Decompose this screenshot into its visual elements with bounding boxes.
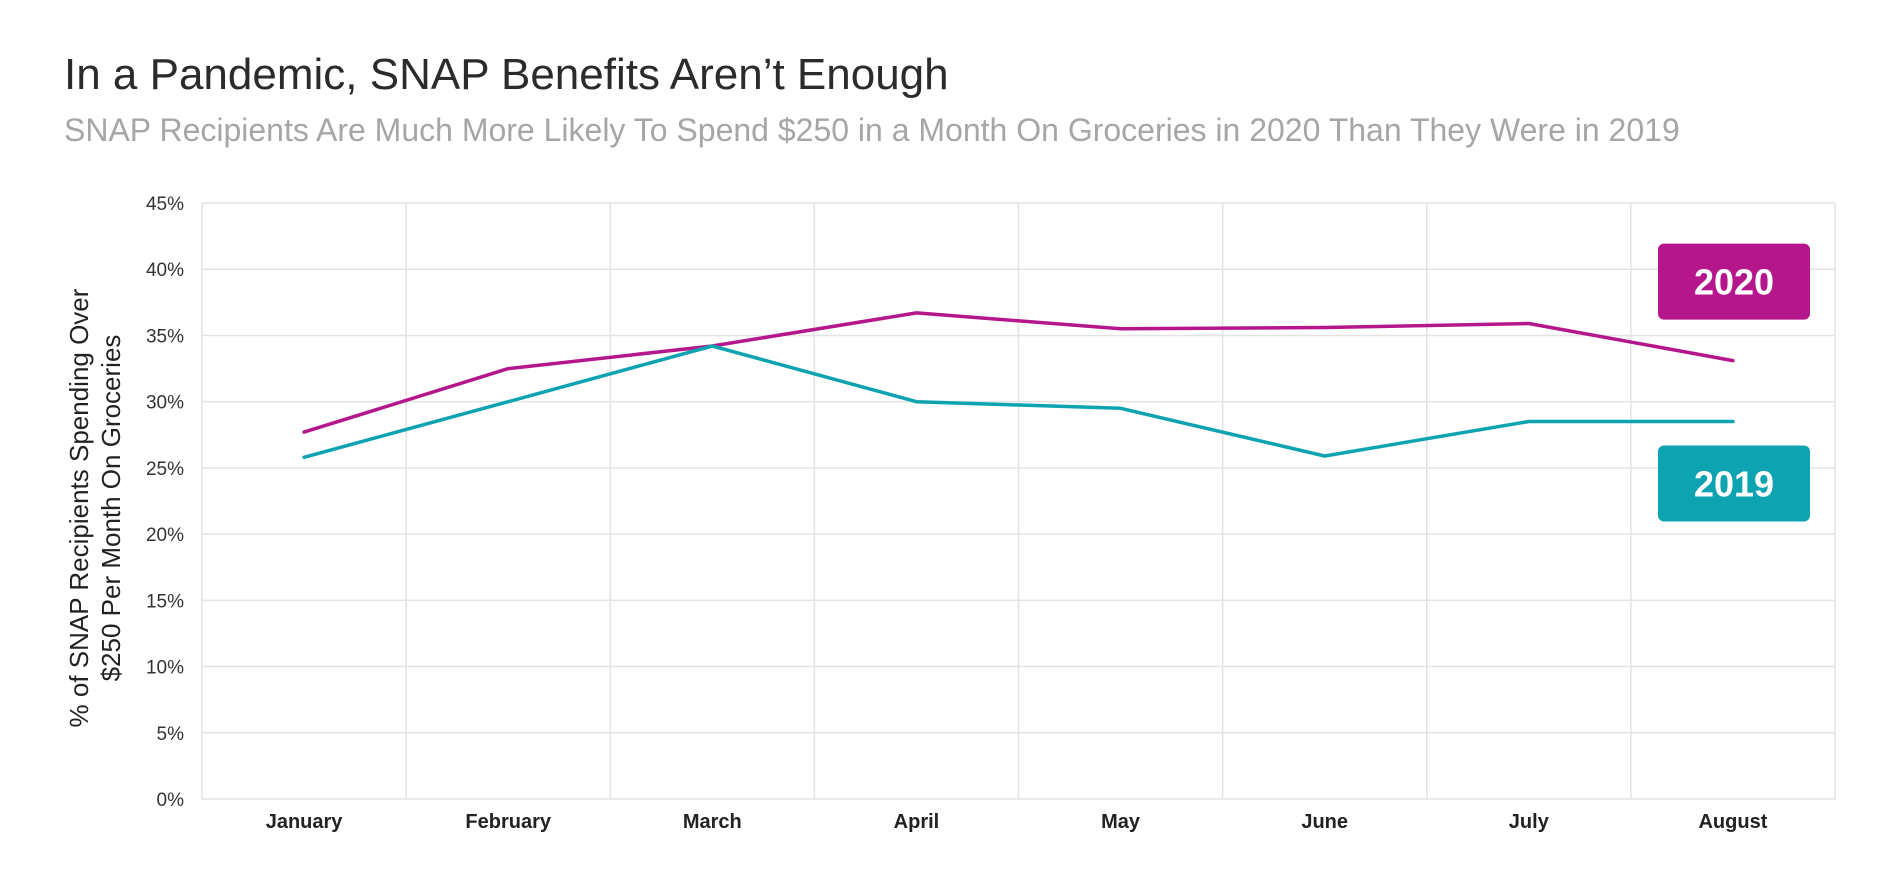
x-tick-label: February (465, 811, 551, 833)
x-tick-label: January (266, 811, 344, 833)
grid (201, 202, 1836, 800)
y-tick-label: 25% (146, 459, 184, 480)
series-line-2019 (302, 344, 1735, 460)
x-tick-label: May (1101, 811, 1141, 833)
y-tick-label: 10% (146, 658, 184, 679)
y-tick-label: 35% (146, 326, 184, 347)
x-tick-label: July (1509, 811, 1550, 833)
y-axis-ticks: 0% 5% 10% 15% 20% 25% 30% 35% 40% 45% (146, 194, 184, 811)
series-lines (302, 311, 1735, 460)
chart-title: In a Pandemic, SNAP Benefits Aren’t Enou… (64, 50, 949, 99)
series-line-2020 (302, 311, 1735, 434)
x-tick-label: August (1698, 811, 1767, 833)
legend-label: 2019 (1694, 464, 1774, 505)
chart-subtitle: SNAP Recipients Are Much More Likely To … (64, 112, 1680, 148)
y-tick-label: 15% (146, 591, 184, 612)
x-tick-label: April (894, 811, 940, 833)
x-axis-ticks: January February March April May June July Augu… (266, 811, 1768, 833)
y-tick-label: 20% (146, 525, 184, 546)
legend: 2020 2019 (1658, 243, 1810, 522)
legend-label: 2020 (1694, 262, 1774, 303)
x-tick-label: March (683, 811, 742, 833)
y-tick-label: 5% (157, 724, 185, 745)
y-tick-label: 40% (146, 260, 184, 281)
y-axis-label-line1: % of SNAP Recipients Spending Over (64, 288, 94, 727)
legend-box (1658, 243, 1810, 320)
y-tick-label: 30% (146, 393, 184, 414)
y-tick-label: 0% (157, 790, 185, 811)
x-tick-label: June (1301, 811, 1348, 833)
legend-box (1658, 445, 1810, 522)
y-axis-label-line2: $250 Per Month On Groceries (96, 335, 126, 682)
y-tick-label: 45% (146, 194, 184, 215)
legend-item-2019: 2019 (1658, 445, 1810, 522)
legend-item-2020: 2020 (1658, 243, 1810, 320)
